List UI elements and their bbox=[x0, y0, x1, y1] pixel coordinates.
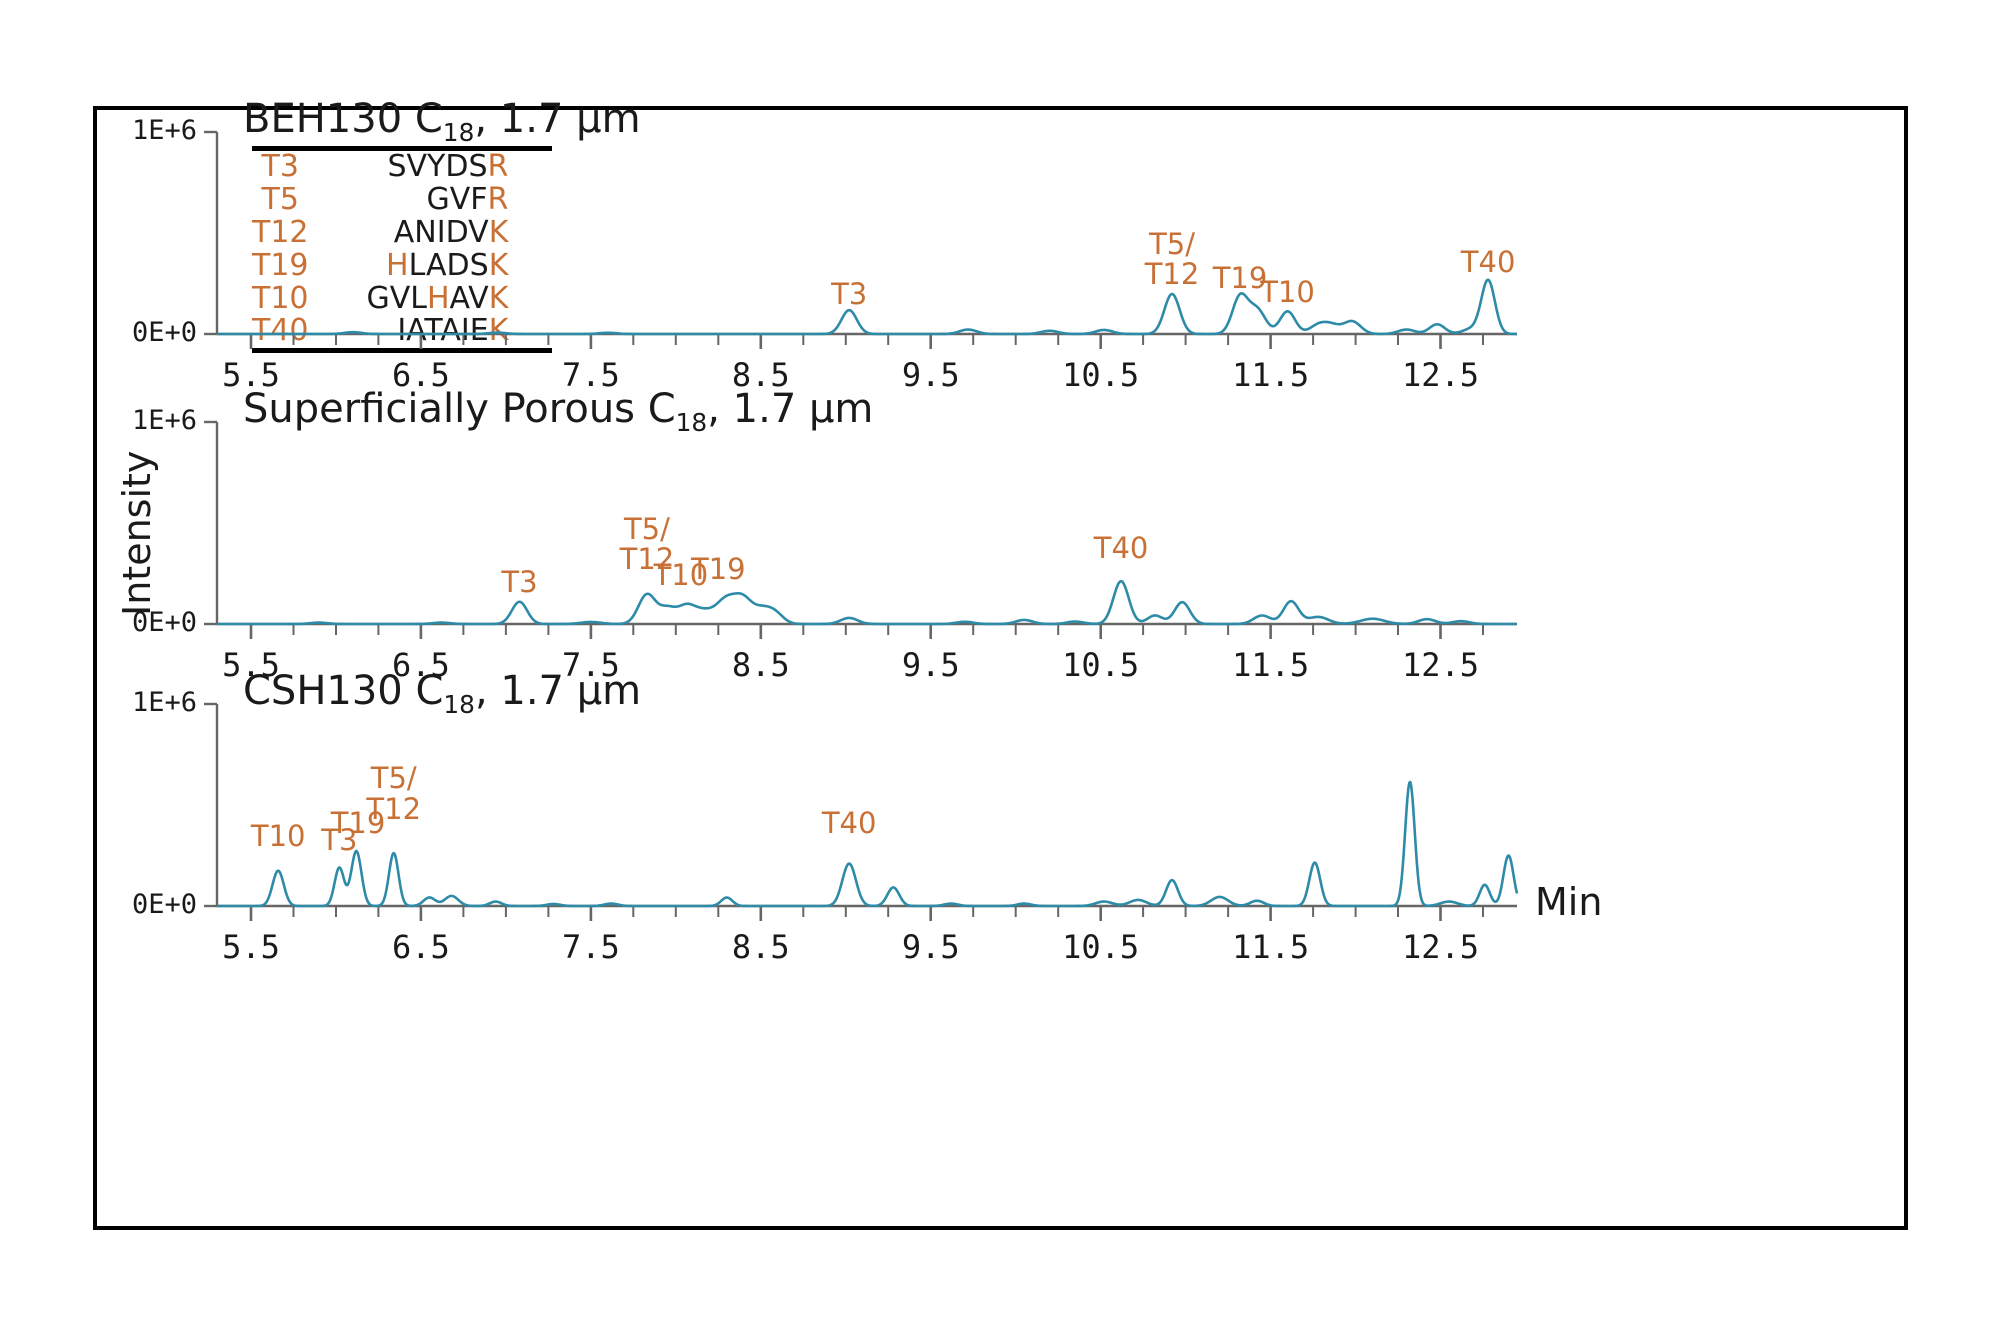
x-tick-label: 7.5 bbox=[561, 646, 620, 684]
x-tick-label: 8.5 bbox=[731, 928, 790, 966]
legend-peptide-code: T12 bbox=[252, 214, 309, 250]
peptide-legend-table: T3 SVYDSR T5 GVFR T12 ANIDVK T19 HLADSK T10 GVLHA… bbox=[252, 146, 552, 354]
peak-annotation: T10 bbox=[1260, 274, 1315, 309]
peak-annotation: T3 bbox=[321, 822, 358, 857]
legend-peptide-sequence: HLADSK bbox=[386, 247, 509, 283]
legend-table: T3 SVYDSR T5 GVFR T12 ANIDVK T19 HLADSK T10 GVLHA… bbox=[252, 151, 508, 348]
x-tick-label: 5.5 bbox=[222, 928, 280, 966]
peak-annotation: T19 bbox=[1212, 260, 1268, 295]
figure-frame: Intensity Min BEH130 C18, 1.7 µm T3 SVYDS… bbox=[93, 96, 1908, 1230]
panel-title-superficially-porous: Superficially Porous C18, 1.7 µm bbox=[243, 386, 874, 437]
legend-row: T3 SVYDSR bbox=[252, 149, 509, 184]
legend-peptide-code: T5 bbox=[261, 181, 299, 217]
peak-annotation: T10 bbox=[653, 557, 709, 592]
legend-row: T19 HLADSK bbox=[252, 250, 508, 283]
x-tick-label: 6.5 bbox=[392, 928, 450, 966]
x-axis-label: Min bbox=[1535, 880, 1603, 924]
peak-annotation: T5/T12 bbox=[619, 511, 675, 577]
x-tick-label: 11.5 bbox=[1232, 928, 1310, 966]
legend-peptide-code: T40 bbox=[252, 313, 309, 349]
legend-rule-bottom bbox=[252, 348, 552, 354]
legend-rule-top bbox=[252, 146, 552, 151]
legend-peptide-code: T19 bbox=[252, 247, 309, 283]
peak-annotation: T19 bbox=[330, 806, 386, 841]
x-tick-label: 5.5 bbox=[222, 646, 280, 684]
panel-title-beh130: BEH130 C18, 1.7 µm bbox=[243, 96, 641, 147]
x-tick-label: 11.5 bbox=[1232, 646, 1310, 684]
x-tick-label: 10.5 bbox=[1062, 646, 1140, 684]
x-tick-label: 10.5 bbox=[1062, 356, 1140, 394]
peak-annotation: T40 bbox=[1460, 245, 1516, 280]
peak-annotation: T19 bbox=[690, 551, 746, 586]
x-tick-label: 8.5 bbox=[731, 646, 790, 684]
x-tick-label: 11.5 bbox=[1232, 356, 1310, 394]
peak-annotation: T10 bbox=[250, 819, 306, 854]
peak-annotation: T3 bbox=[501, 564, 538, 599]
x-tick-label: 12.5 bbox=[1401, 646, 1480, 684]
y-tick-label: 1E+6 bbox=[131, 405, 197, 436]
legend-row: T5 GVFR bbox=[252, 181, 509, 217]
y-tick-label: 1E+6 bbox=[131, 687, 197, 718]
panel-title-csh130: CSH130 C18, 1.7 µm bbox=[243, 668, 642, 719]
legend-peptide-sequence: IATAIEK bbox=[397, 313, 509, 349]
legend-row: T10 GVLHAVK bbox=[252, 283, 508, 316]
peak-annotation: T40 bbox=[821, 806, 877, 841]
peak-annotation: T5/T12 bbox=[366, 761, 422, 826]
peak-annotation: T5/T12 bbox=[1144, 226, 1200, 292]
peak-annotation: T40 bbox=[1093, 531, 1149, 566]
y-tick-label: 0E+0 bbox=[131, 317, 197, 348]
x-tick-label: 12.5 bbox=[1401, 356, 1480, 394]
legend-peptide-code: T10 bbox=[252, 280, 309, 316]
y-axis-label: Intensity bbox=[115, 450, 159, 616]
legend-peptide-sequence: GVFR bbox=[426, 181, 509, 217]
legend-row: T40 IATAIEK bbox=[252, 315, 508, 348]
x-tick-label: 7.5 bbox=[561, 356, 620, 394]
x-tick-label: 9.5 bbox=[901, 928, 960, 966]
x-tick-label: 6.5 bbox=[392, 356, 450, 394]
x-tick-label: 8.5 bbox=[731, 356, 790, 394]
x-tick-label: 7.5 bbox=[561, 928, 620, 966]
legend-peptide-sequence: GVLHAVK bbox=[366, 280, 509, 316]
legend-peptide-code: T3 bbox=[261, 149, 299, 184]
y-tick-label: 0E+0 bbox=[131, 889, 197, 920]
x-tick-label: 9.5 bbox=[901, 646, 960, 684]
x-tick-label: 5.5 bbox=[222, 356, 280, 394]
x-tick-label: 9.5 bbox=[901, 356, 960, 394]
y-tick-label: 1E+6 bbox=[131, 115, 197, 146]
x-tick-label: 6.5 bbox=[392, 646, 450, 684]
x-tick-label: 10.5 bbox=[1062, 928, 1140, 966]
peak-annotation: T3 bbox=[831, 276, 868, 311]
legend-peptide-sequence: SVYDSR bbox=[387, 149, 509, 184]
legend-row: T12 ANIDVK bbox=[252, 217, 508, 250]
legend-peptide-sequence: ANIDVK bbox=[393, 214, 509, 250]
x-tick-label: 12.5 bbox=[1401, 928, 1480, 966]
y-tick-label: 0E+0 bbox=[131, 607, 197, 638]
